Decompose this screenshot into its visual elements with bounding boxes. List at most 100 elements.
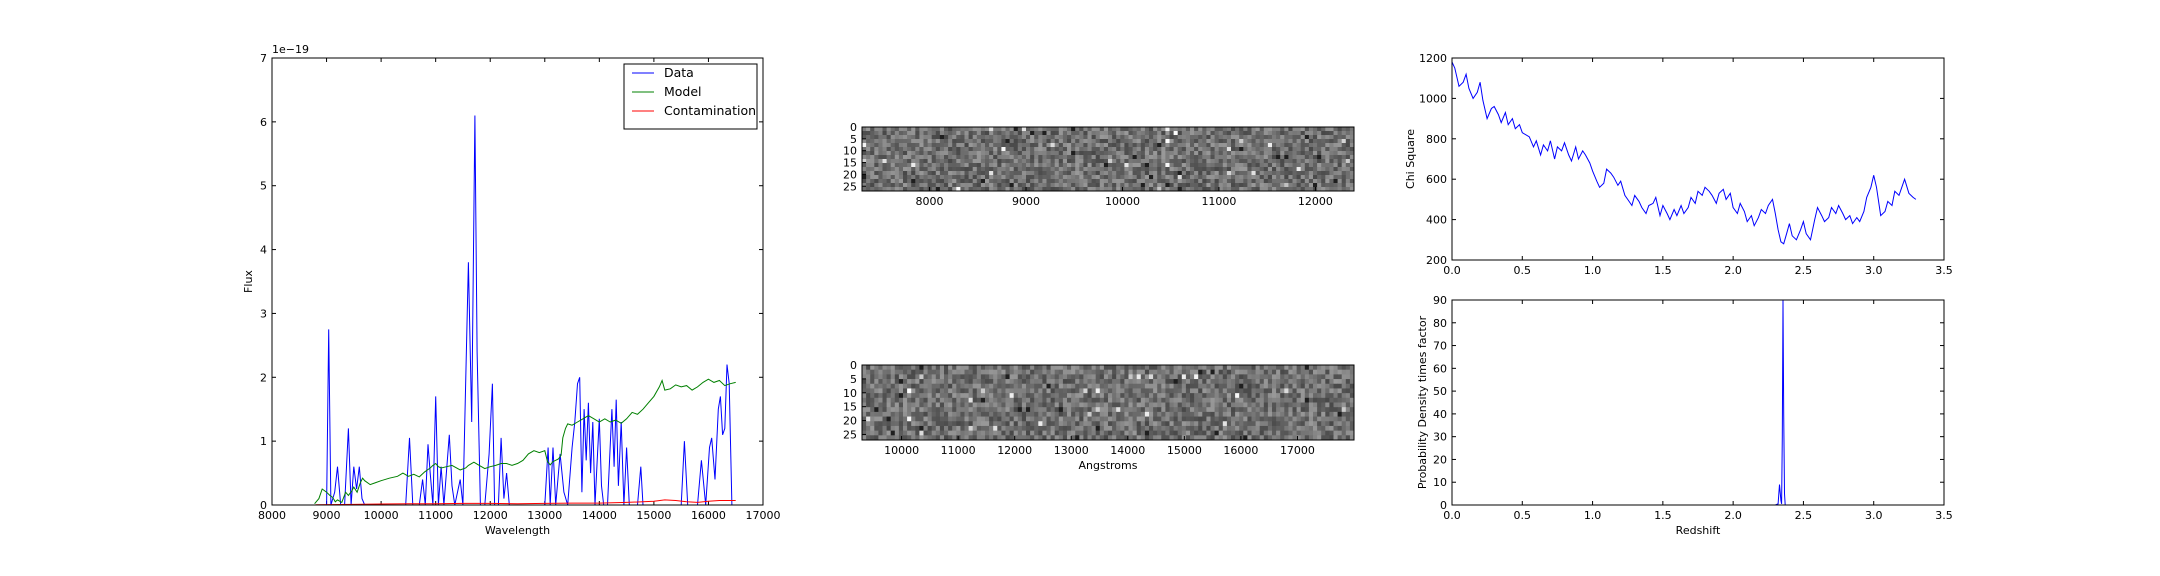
image-pixel xyxy=(960,159,965,164)
image-pixel xyxy=(1247,151,1252,156)
image-pixel xyxy=(1087,143,1092,148)
image-pixel xyxy=(1038,171,1043,176)
image-pixel xyxy=(985,407,990,413)
image-pixel xyxy=(1087,425,1092,432)
image-pixel xyxy=(1181,167,1187,172)
image-pixel xyxy=(866,383,871,389)
image-pixel xyxy=(1308,135,1314,140)
image-pixel xyxy=(1222,421,1228,427)
image-pixel xyxy=(1267,397,1273,403)
image-pixel xyxy=(1103,183,1109,188)
image-pixel xyxy=(1333,430,1338,436)
image-pixel xyxy=(1317,397,1322,403)
image-pixel xyxy=(898,147,904,152)
image-pixel xyxy=(972,183,978,188)
image-pixel xyxy=(1210,151,1215,156)
image-pixel xyxy=(1116,388,1121,394)
image-pixel xyxy=(1181,147,1187,152)
image-pixel xyxy=(1062,155,1068,160)
image-pixel xyxy=(870,139,875,144)
image-pixel xyxy=(1231,131,1236,136)
image-pixel xyxy=(1128,163,1133,168)
image-pixel xyxy=(915,365,920,371)
image-pixel xyxy=(1300,374,1306,380)
image-pixel xyxy=(972,425,978,432)
image-pixel xyxy=(1132,435,1138,441)
image-pixel xyxy=(964,421,969,427)
image-pixel xyxy=(968,171,974,176)
image-pixel xyxy=(1194,374,1199,380)
image-pixel xyxy=(964,127,969,132)
image-pixel xyxy=(1226,175,1232,180)
image-pixel xyxy=(923,416,928,422)
image-pixel xyxy=(1165,131,1170,136)
image-pixel xyxy=(1247,183,1252,188)
image-pixel xyxy=(1001,135,1006,140)
image-pixel xyxy=(948,155,953,160)
image-pixel xyxy=(1349,151,1355,156)
image-pixel xyxy=(989,139,994,144)
image-pixel xyxy=(1181,171,1187,176)
image-pixel xyxy=(1001,411,1006,417)
image-pixel xyxy=(1333,151,1338,156)
image-pixel xyxy=(1263,139,1269,144)
image-pixel xyxy=(1304,421,1310,427)
image-pixel xyxy=(923,425,928,432)
image-pixel xyxy=(1292,143,1297,148)
image-pixel xyxy=(890,365,896,371)
image-pixel xyxy=(1231,135,1236,140)
image-pixel xyxy=(1321,179,1326,184)
series-line xyxy=(321,115,736,505)
image-pixel xyxy=(1202,159,1207,164)
image-pixel xyxy=(931,167,937,172)
image-pixel xyxy=(1112,163,1117,168)
image-pixel xyxy=(882,167,887,172)
image-pixel xyxy=(1161,135,1166,140)
image-pixel xyxy=(976,163,982,168)
image-pixel xyxy=(1333,435,1338,441)
image-pixel xyxy=(1263,155,1269,160)
image-pixel xyxy=(1345,175,1351,180)
image-pixel xyxy=(1054,421,1060,427)
image-pixel xyxy=(1284,167,1289,172)
image-pixel xyxy=(1247,397,1252,403)
image-pixels xyxy=(862,365,1355,441)
image-pixel xyxy=(882,159,887,164)
image-pixel xyxy=(1202,425,1207,432)
image-pixel xyxy=(1321,127,1326,132)
image-pixel xyxy=(972,139,978,144)
image-pixel xyxy=(1058,183,1064,188)
image-pixel xyxy=(1198,365,1203,371)
image-pixel xyxy=(1149,159,1154,164)
image-pixel xyxy=(1214,374,1220,380)
image-pixel xyxy=(1333,135,1338,140)
image-pixel xyxy=(1095,131,1101,136)
image-pixel xyxy=(1144,421,1150,427)
image-pixel xyxy=(1235,365,1240,371)
image-pixel xyxy=(1243,369,1248,375)
image-pixel xyxy=(1169,369,1174,375)
image-pixel xyxy=(1329,163,1334,168)
image-pixel xyxy=(927,402,933,408)
image-pixel xyxy=(968,421,974,427)
image-pixel xyxy=(1177,416,1183,422)
image-pixel xyxy=(870,151,875,156)
image-pixel xyxy=(1042,127,1047,132)
image-pixel xyxy=(1251,179,1256,184)
image-pixel xyxy=(1099,383,1105,389)
image-pixel xyxy=(1222,388,1228,394)
image-pixel xyxy=(862,179,867,184)
image-pixel xyxy=(1046,135,1051,140)
image-pixel xyxy=(1058,147,1064,152)
image-pixel xyxy=(1190,143,1195,148)
image-pixel xyxy=(1140,402,1146,408)
image-pixel xyxy=(1288,397,1293,403)
image-pixel xyxy=(1149,187,1154,192)
image-pixel xyxy=(1173,416,1179,422)
image-pixel xyxy=(1116,421,1121,427)
image-pixel xyxy=(1087,379,1092,385)
image-pixel xyxy=(1140,416,1146,422)
image-pixel xyxy=(939,135,945,140)
image-pixel xyxy=(1345,421,1351,427)
image-pixel xyxy=(1132,407,1138,413)
